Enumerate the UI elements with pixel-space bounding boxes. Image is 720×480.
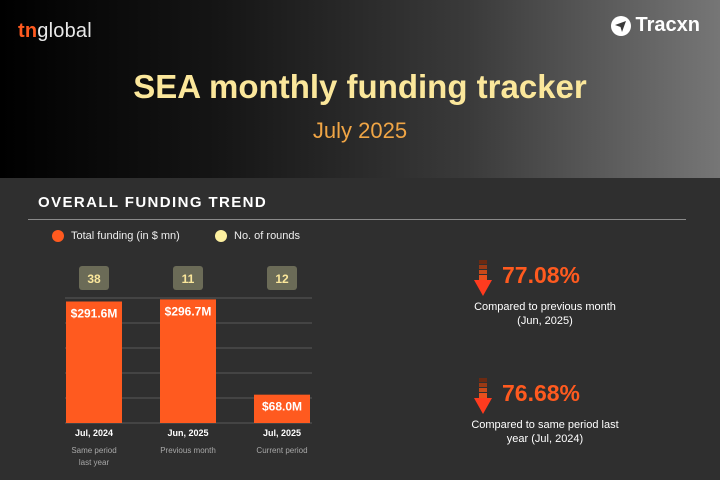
funding-trend-section: OVERALL FUNDING TREND Total funding (in … (0, 178, 720, 480)
page-title: SEA monthly funding tracker (133, 68, 587, 105)
stat-description: Compared to previous month (Jun, 2025) (460, 300, 630, 328)
legend-label-funding: Total funding (in $ mn) (71, 230, 180, 242)
rounds-value: 11 (182, 272, 195, 286)
tnglobal-logo: tnglobal (18, 20, 92, 43)
stat-description-line1: Compared to same period last (471, 419, 619, 431)
stat-percentage: 77.08% (502, 262, 581, 288)
rounds-value: 12 (275, 272, 289, 286)
tracxn-logo-icon (610, 15, 631, 36)
section-title: OVERALL FUNDING TREND (38, 194, 268, 211)
legend-swatch-rounds (215, 230, 227, 242)
funding-bar (254, 394, 310, 423)
rounds-badge (267, 266, 297, 290)
legend-item-funding: Total funding (in $ mn) (52, 230, 180, 242)
page-subtitle: July 2025 (312, 118, 408, 143)
funding-data-label: $291.6M (71, 307, 118, 321)
funding-data-label: $68.0M (262, 400, 302, 414)
x-tick-note: Current period (256, 446, 307, 455)
header-banner: tnglobal Tracxn SEA monthly funding trac… (0, 0, 720, 178)
tracxn-logo: Tracxn (610, 14, 700, 37)
x-tick-note: last year (79, 458, 110, 467)
logo-prefix: tn (18, 20, 38, 42)
tracxn-logo-text: Tracxn (635, 14, 700, 36)
x-tick-note: Previous month (160, 446, 216, 455)
funding-data-label: $296.7M (165, 304, 212, 318)
x-tick-note: Same period (71, 446, 116, 455)
stat-description: Compared to same period last year (Jul, … (460, 418, 630, 446)
funding-bar (160, 299, 216, 423)
down-arrow-icon (474, 378, 492, 414)
funding-bar (66, 301, 122, 423)
rounds-badge (173, 266, 203, 290)
section-divider (28, 219, 686, 220)
stat-description-line2: year (Jul, 2024) (506, 433, 584, 445)
logo-suffix: global (37, 20, 92, 42)
funding-bar-chart: $291.6M 38 Jul, 2024 Same period last year $2… (65, 266, 312, 467)
stat-description-line1: Compared to previous month (474, 301, 616, 313)
legend-swatch-funding (52, 230, 64, 242)
x-tick-label: Jun, 2025 (167, 428, 208, 438)
legend-label-rounds: No. of rounds (234, 230, 301, 242)
rounds-badge (79, 266, 109, 290)
stat-percentage: 76.68% (502, 380, 581, 406)
rounds-value: 38 (87, 272, 101, 286)
down-arrow-icon (474, 260, 492, 296)
legend-item-rounds: No. of rounds (215, 230, 300, 242)
x-tick-label: Jul, 2024 (75, 428, 113, 438)
stat-description-line2: (Jun, 2025) (517, 315, 573, 327)
x-tick-label: Jul, 2025 (263, 428, 301, 438)
